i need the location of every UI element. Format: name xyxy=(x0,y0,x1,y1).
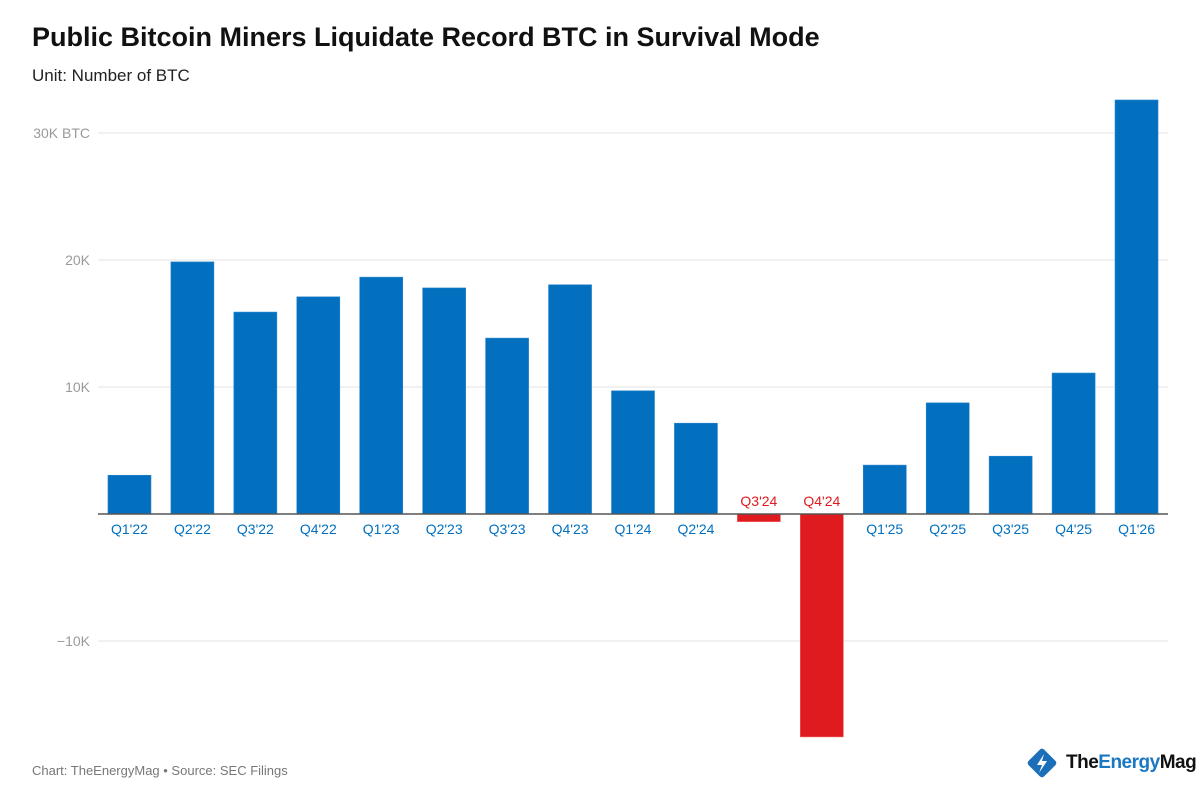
bar xyxy=(1114,99,1159,515)
bar xyxy=(988,455,1033,515)
bar xyxy=(233,311,278,515)
x-tick-label: Q2'24 xyxy=(677,521,714,537)
chart-footer: Chart: TheEnergyMag • Source: SEC Filing… xyxy=(32,763,288,778)
bar xyxy=(359,276,404,515)
x-tick-label: Q1'24 xyxy=(615,521,652,537)
bar xyxy=(1051,372,1096,515)
bar xyxy=(674,422,718,515)
y-tick-label: 30K BTC xyxy=(33,125,90,141)
x-tick-label: Q3'24 xyxy=(740,493,777,509)
chart-title: Public Bitcoin Miners Liquidate Record B… xyxy=(32,22,820,52)
x-tick-label: Q4'24 xyxy=(803,493,840,509)
x-tick-label: Q2'22 xyxy=(174,521,211,537)
x-tick-label: Q1'26 xyxy=(1118,521,1155,537)
x-tick-label: Q4'25 xyxy=(1055,521,1092,537)
x-tick-label: Q4'23 xyxy=(552,521,589,537)
bar xyxy=(107,474,152,515)
logo-text: TheEnergyMag xyxy=(1066,752,1197,773)
bar xyxy=(296,296,341,515)
bar xyxy=(862,464,907,515)
y-tick-label: 20K xyxy=(65,252,91,268)
x-tick-label: Q3'25 xyxy=(992,521,1029,537)
x-tick-label: Q1'25 xyxy=(866,521,903,537)
x-tick-label: Q4'22 xyxy=(300,521,337,537)
y-tick-label: −10K xyxy=(57,633,91,649)
bar xyxy=(422,287,466,515)
bar xyxy=(170,261,215,515)
bar xyxy=(485,337,529,515)
chart-subtitle: Unit: Number of BTC xyxy=(32,66,190,85)
bar xyxy=(737,513,781,522)
bar xyxy=(800,513,844,738)
x-tick-label: Q1'23 xyxy=(363,521,400,537)
x-tick-label: Q2'25 xyxy=(929,521,966,537)
bar xyxy=(548,284,592,515)
y-tick-label: 10K xyxy=(65,379,91,395)
bar xyxy=(611,390,655,515)
lightning-diamond-icon xyxy=(1027,748,1057,778)
x-tick-label: Q3'22 xyxy=(237,521,274,537)
x-tick-label: Q2'23 xyxy=(426,521,463,537)
brand-logo: TheEnergyMag xyxy=(1024,745,1197,781)
x-tick-label: Q3'23 xyxy=(489,521,526,537)
bar xyxy=(925,402,970,515)
x-tick-label: Q1'22 xyxy=(111,521,148,537)
